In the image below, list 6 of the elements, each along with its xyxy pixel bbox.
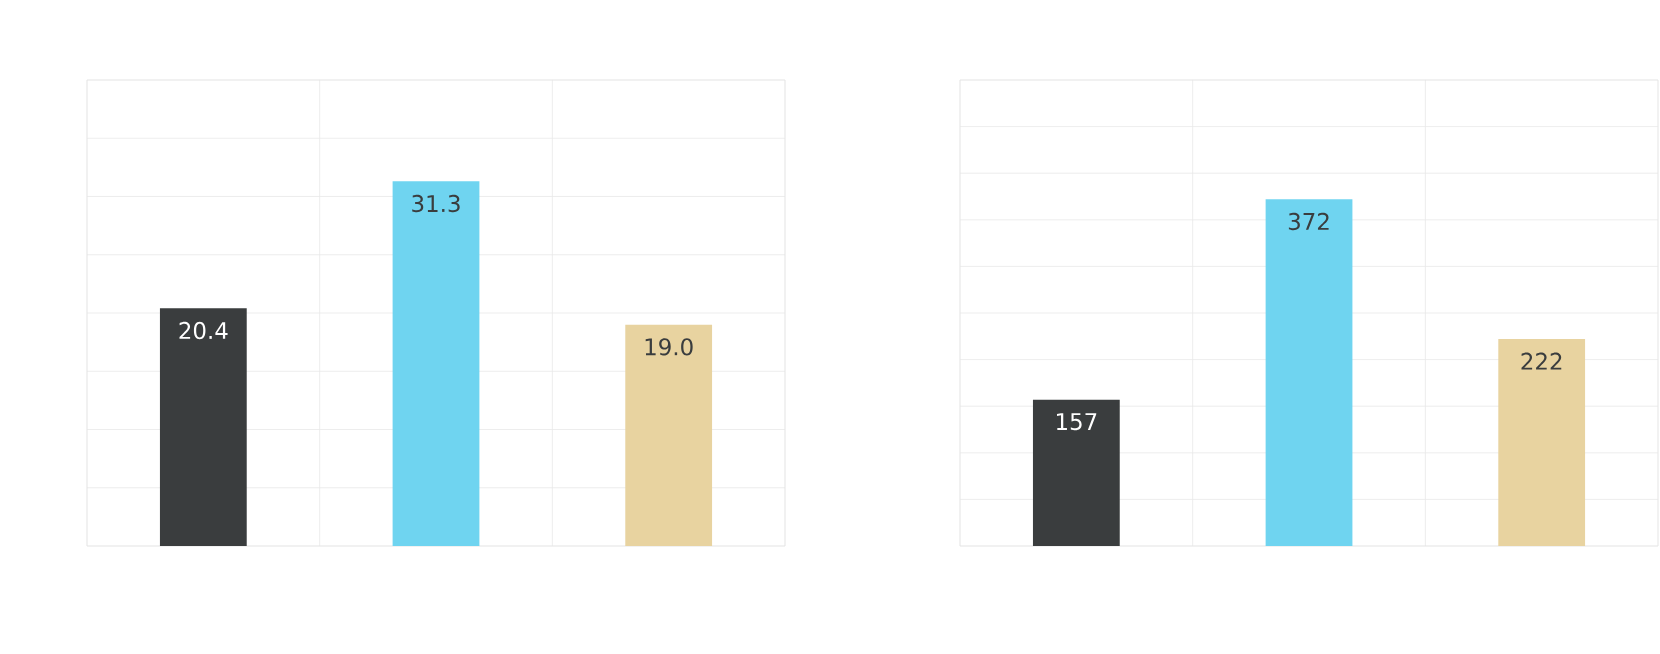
data-label: 222	[1521, 352, 1562, 370]
data-label: 19.0	[645, 338, 693, 356]
data-label: 157	[1056, 413, 1097, 431]
data-label: 372	[1288, 212, 1329, 231]
data-label: 20.4	[179, 321, 228, 340]
data-label: 31.3	[412, 194, 460, 213]
